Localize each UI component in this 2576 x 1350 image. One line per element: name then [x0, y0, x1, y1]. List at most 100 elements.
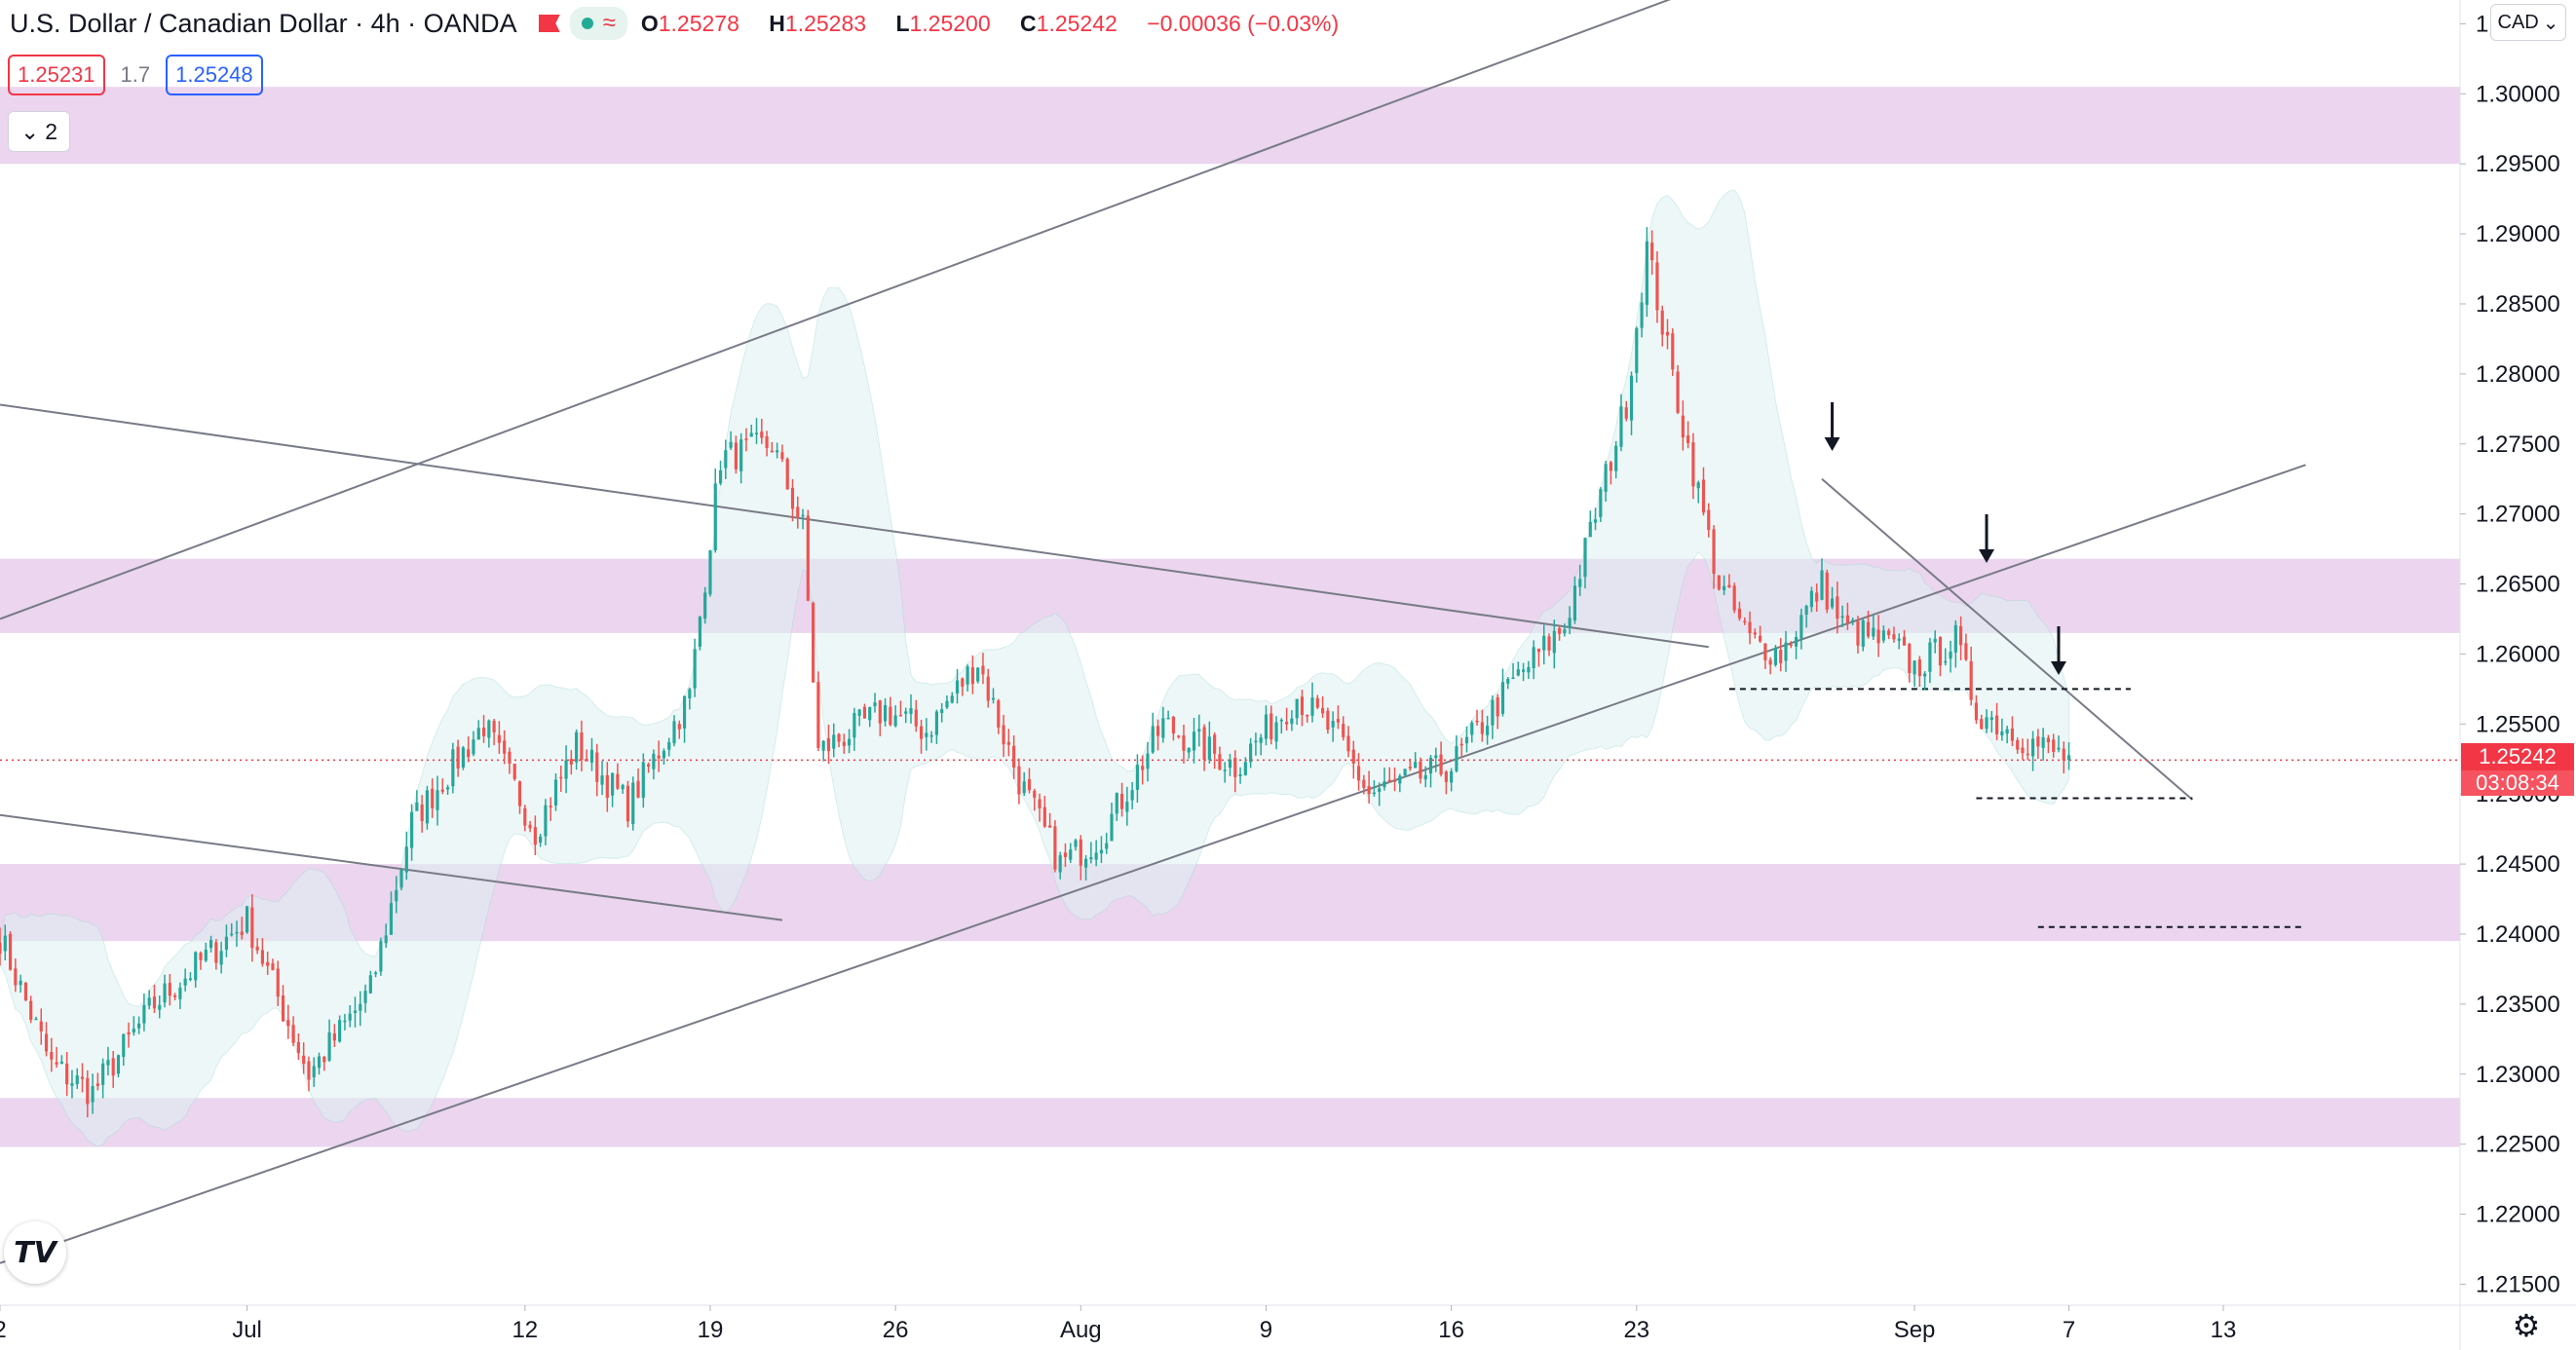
- candle: [178, 987, 182, 999]
- candle: [1671, 333, 1675, 370]
- candle: [255, 946, 259, 951]
- candle: [0, 942, 2, 955]
- candle: [909, 708, 913, 715]
- candle: [945, 700, 949, 708]
- candle: [1130, 790, 1134, 801]
- candle: [523, 807, 527, 826]
- candle: [1002, 725, 1005, 745]
- candle: [1182, 735, 1186, 751]
- candle: [1856, 620, 1860, 646]
- price-tick-label: 1.24000: [2476, 921, 2560, 948]
- candle: [137, 1023, 141, 1029]
- candle: [271, 963, 275, 970]
- candle: [641, 762, 645, 799]
- candle: [106, 1060, 110, 1066]
- candle: [1629, 375, 1634, 421]
- candle: [703, 592, 707, 619]
- candle: [2046, 737, 2050, 743]
- candle: [1151, 726, 1155, 753]
- candle: [1336, 719, 1341, 723]
- price-tick-label: 1.27500: [2476, 431, 2560, 458]
- candle: [1378, 788, 1382, 793]
- candle: [122, 1033, 126, 1058]
- candle: [65, 1063, 69, 1085]
- candle: [1665, 331, 1670, 336]
- candle: [966, 666, 969, 685]
- candle: [338, 1020, 342, 1042]
- price-tick-label: 1.28000: [2476, 361, 2560, 388]
- candle: [806, 515, 810, 601]
- candle: [1141, 766, 1145, 770]
- candle: [1799, 615, 1803, 639]
- candle: [2062, 748, 2065, 761]
- zone-1: [0, 558, 2460, 633]
- candle: [1099, 849, 1104, 854]
- candle: [436, 790, 439, 810]
- candle: [1527, 666, 1531, 673]
- tradingview-logo-icon[interactable]: 𝙏𝙑: [4, 1221, 66, 1284]
- candle: [776, 450, 779, 453]
- candle: [276, 968, 280, 997]
- candle: [39, 1021, 43, 1031]
- symbol-legend: U.S. Dollar / Canadian Dollar · 4h · OAN…: [10, 4, 1350, 43]
- candle: [29, 1000, 33, 1021]
- candle: [410, 811, 414, 848]
- candle: [1572, 585, 1577, 621]
- time-tick-label: 13: [2211, 1317, 2237, 1343]
- zone-0: [0, 87, 2460, 165]
- candle: [1486, 726, 1490, 735]
- candle: [2000, 731, 2004, 735]
- candle: [533, 827, 537, 845]
- candle: [95, 1083, 99, 1087]
- candle: [291, 1025, 295, 1043]
- candle: [1568, 618, 1572, 628]
- candle: [1928, 642, 1932, 672]
- candle: [862, 706, 867, 719]
- price-tick-label: 1.26000: [2476, 641, 2560, 667]
- candle: [1614, 445, 1618, 471]
- candle: [286, 1020, 290, 1027]
- price-tick-label: 1.25500: [2476, 711, 2560, 737]
- candle: [1974, 702, 1979, 721]
- candle: [1238, 774, 1242, 776]
- candle: [1959, 625, 1963, 646]
- indicators-toggle-button[interactable]: ⌄ 2: [8, 111, 70, 152]
- candle: [307, 1061, 311, 1080]
- candle: [595, 752, 599, 782]
- symbol-title[interactable]: U.S. Dollar / Canadian Dollar · 4h · OAN…: [10, 8, 517, 38]
- bollinger-band: [0, 189, 2069, 1147]
- candle: [472, 739, 475, 755]
- candle: [852, 713, 856, 738]
- candle: [1306, 715, 1309, 717]
- candle: [1897, 638, 1901, 641]
- candle: [158, 1004, 162, 1010]
- candle: [765, 435, 769, 448]
- flag-icon[interactable]: [538, 15, 560, 32]
- price-tick-label: 1.24500: [2476, 851, 2560, 878]
- market-status-pill[interactable]: ≈: [569, 7, 627, 40]
- candle: [1069, 849, 1073, 860]
- candle: [1836, 596, 1839, 619]
- candle: [80, 1076, 85, 1079]
- candle: [1342, 724, 1345, 737]
- candle: [1892, 634, 1896, 640]
- candle: [1264, 714, 1269, 739]
- quote-row: 1.25231 1.7 1.25248: [8, 55, 263, 95]
- candle: [1588, 521, 1592, 538]
- candle: [1042, 806, 1046, 827]
- time-tick-label: Sep: [1894, 1317, 1936, 1343]
- candle: [1187, 748, 1191, 753]
- gear-icon[interactable]: ⚙: [2512, 1308, 2541, 1343]
- arrow-down-icon: [1824, 436, 1840, 451]
- candle: [647, 764, 651, 768]
- currency-selector[interactable]: CAD ⌄: [2490, 4, 2566, 41]
- candle: [1367, 786, 1371, 795]
- candle: [1712, 529, 1716, 575]
- buy-button[interactable]: 1.25248: [166, 55, 263, 95]
- candle: [929, 734, 933, 737]
- sell-button[interactable]: 1.25231: [8, 55, 105, 95]
- candle: [467, 749, 471, 758]
- candle: [111, 1058, 115, 1076]
- candle: [1223, 769, 1227, 771]
